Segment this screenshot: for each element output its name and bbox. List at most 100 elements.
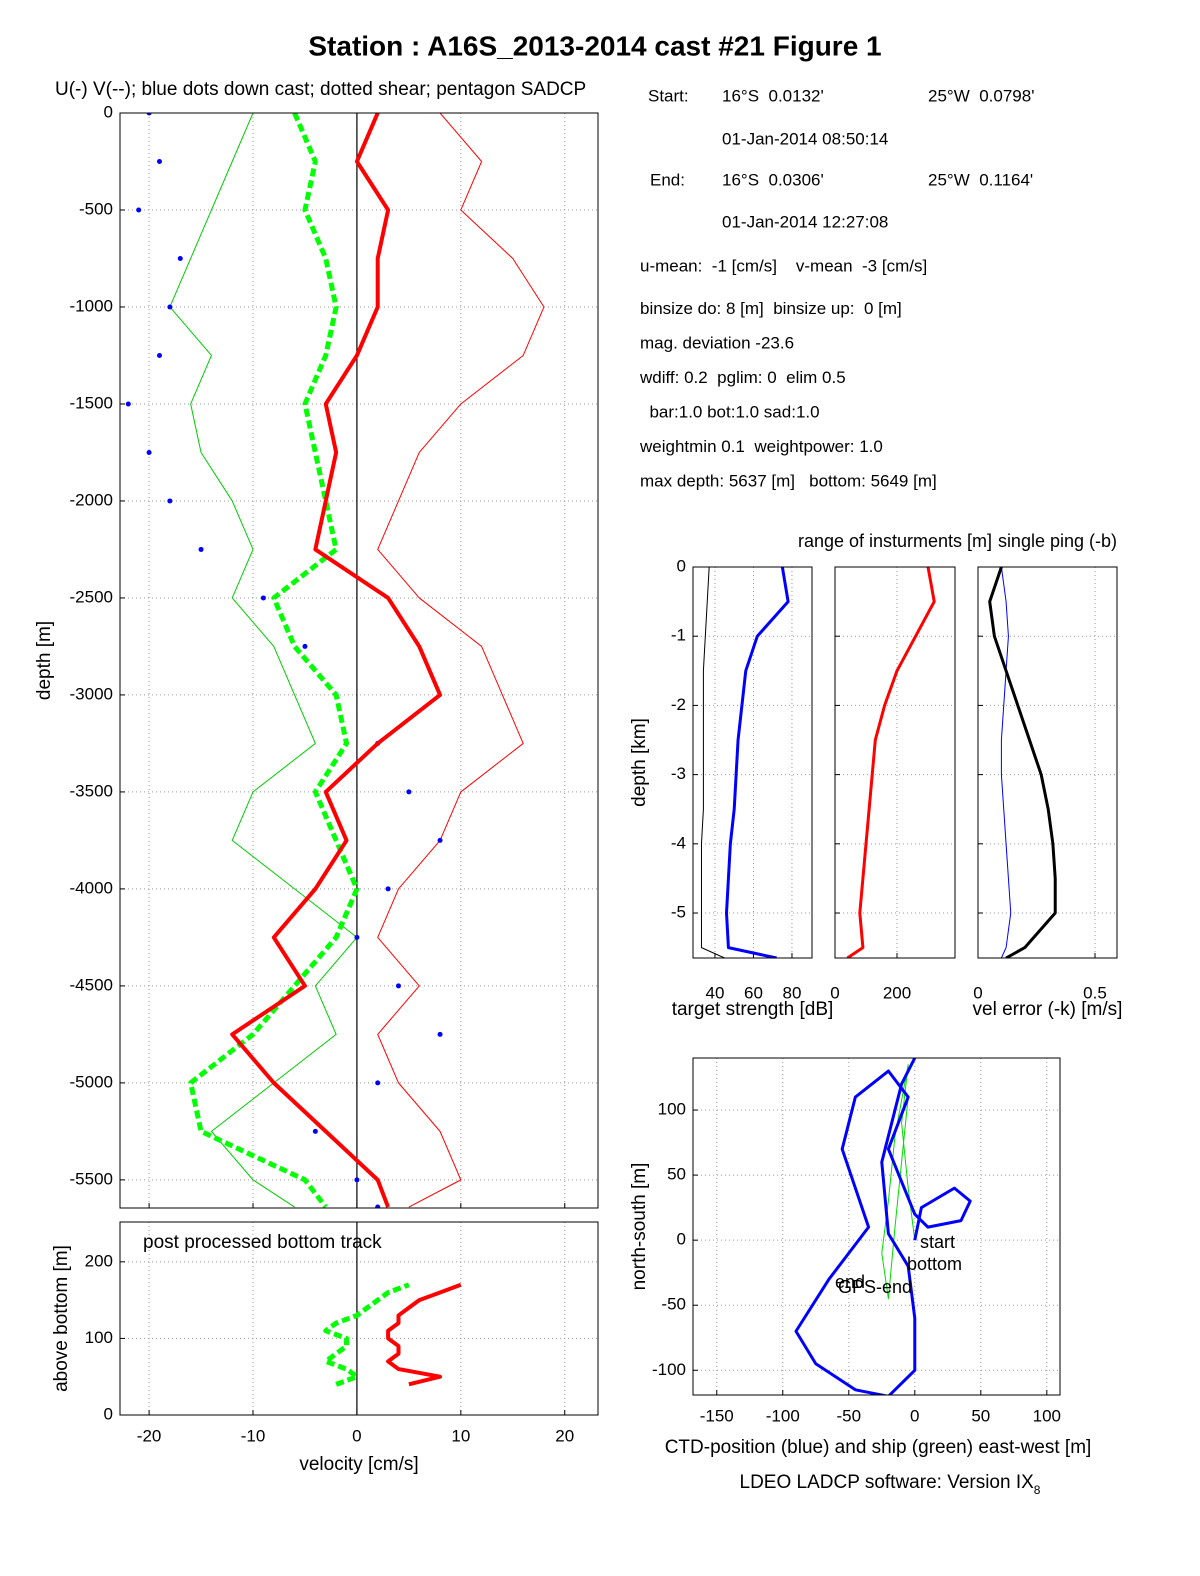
axes: 0 200 bbox=[830, 566, 955, 1002]
axes: 40 60 80 0 -1 -2 -3 -4 -5 bbox=[671, 556, 812, 1002]
plot-area bbox=[693, 1058, 1060, 1395]
y-tick-label: -5500 bbox=[70, 1169, 113, 1188]
x-tick-label: -100 bbox=[766, 1406, 800, 1425]
x-tick-label: 100 bbox=[1033, 1406, 1061, 1425]
plot-area bbox=[120, 1222, 598, 1415]
axes-frame bbox=[692, 566, 813, 959]
data-dot bbox=[125, 401, 131, 407]
info-text: 01-Jan-2014 12:27:08 bbox=[722, 212, 888, 231]
annotation: GPS-end bbox=[838, 1277, 912, 1297]
y-tick-label: 200 bbox=[85, 1251, 113, 1270]
footer-subscript: 8 bbox=[1034, 1483, 1041, 1497]
plot-area bbox=[835, 567, 955, 958]
info-text: 01-Jan-2014 08:50:14 bbox=[722, 129, 888, 148]
info-text: wdiff: 0.2 pglim: 0 elim 0.5 bbox=[639, 368, 846, 387]
data-dot bbox=[167, 304, 173, 310]
y-tick-label: -5000 bbox=[70, 1072, 113, 1091]
footer: LDEO LADCP software: Version IX8 bbox=[740, 1472, 1041, 1497]
data-dot bbox=[375, 1080, 381, 1086]
data-line bbox=[988, 567, 1057, 958]
axes: -150 -100 -50 0 50 100 -100 -50 0 50 100 bbox=[652, 1058, 1061, 1425]
x-tick-label: 0 bbox=[910, 1406, 919, 1425]
data-line bbox=[169, 113, 358, 1208]
y-tick-label: 0 bbox=[104, 102, 113, 121]
x-tick-label: -150 bbox=[700, 1406, 734, 1425]
data-dot bbox=[385, 886, 391, 892]
y-tick-label: -3000 bbox=[70, 684, 113, 703]
data-dot bbox=[177, 255, 183, 261]
data-line bbox=[794, 1058, 972, 1395]
series bbox=[846, 567, 936, 958]
data-line bbox=[188, 113, 360, 1208]
data-dot bbox=[302, 643, 308, 649]
y-tick-label: -1500 bbox=[70, 393, 113, 412]
data-line bbox=[377, 113, 545, 1208]
y-axis-label: depth [km] bbox=[629, 718, 650, 807]
data-dot bbox=[375, 1204, 381, 1208]
annotation: end bbox=[835, 1272, 865, 1292]
info-text: mag. deviation -23.6 bbox=[640, 333, 794, 352]
y-tick-label: 50 bbox=[667, 1165, 686, 1184]
x-tick-label: 200 bbox=[883, 983, 911, 1002]
series bbox=[988, 567, 1057, 958]
x-tick-label: -50 bbox=[836, 1406, 861, 1425]
axes-frame bbox=[834, 566, 956, 959]
data-line bbox=[1000, 567, 1012, 958]
data-line bbox=[725, 567, 790, 958]
y-tick-label: 0 bbox=[677, 556, 686, 575]
x-tick-label: 20 bbox=[555, 1426, 574, 1445]
x-axis-label: vel error (-k) [m/s] bbox=[973, 999, 1123, 1020]
info-text: End: bbox=[650, 170, 685, 189]
y-tick-label: 0 bbox=[104, 1404, 113, 1423]
y-tick-label: -2500 bbox=[70, 587, 113, 606]
y-tick-label: 100 bbox=[658, 1100, 686, 1119]
plot-area bbox=[693, 567, 812, 958]
y-tick-label: -1000 bbox=[70, 296, 113, 315]
x-tick-label: 0.5 bbox=[1083, 983, 1107, 1002]
info-text: Start: bbox=[648, 86, 689, 105]
data-dot bbox=[406, 789, 412, 795]
annotation: bottom bbox=[907, 1254, 962, 1274]
y-tick-label: 0 bbox=[677, 1230, 686, 1249]
subtitle: U(-) V(--); blue dots down cast; dotted … bbox=[55, 79, 586, 100]
data-line bbox=[846, 567, 936, 958]
info-text: bar:1.0 bot:1.0 sad:1.0 bbox=[640, 402, 820, 421]
x-axis-label: target strength [dB] bbox=[672, 999, 834, 1020]
annotation: start bbox=[920, 1232, 955, 1252]
info-text: u-mean: -1 [cm/s] v-mean -3 [cm/s] bbox=[640, 256, 927, 275]
axes: -20-10010200-500-1000-1500-2000-2500-300… bbox=[70, 102, 598, 1238]
info-text: 16°S 0.0306' bbox=[722, 170, 824, 189]
info-text: weightmin 0.1 weightpower: 1.0 bbox=[639, 437, 883, 456]
y-tick-label: -5 bbox=[671, 903, 686, 922]
data-dot bbox=[146, 113, 152, 116]
info-text: 16°S 0.0132' bbox=[722, 86, 824, 105]
annotation: post processed bottom track bbox=[143, 1232, 382, 1253]
x-tick-label: 0 bbox=[830, 983, 839, 1002]
data-dot bbox=[437, 1031, 443, 1037]
data-dot bbox=[146, 449, 152, 455]
x-tick-label: 0 bbox=[973, 983, 982, 1002]
data-dot bbox=[395, 983, 401, 989]
data-dot bbox=[156, 158, 162, 164]
axes-frame bbox=[119, 112, 599, 1209]
axes-frame bbox=[977, 566, 1118, 959]
y-axis-label: depth [m] bbox=[34, 621, 55, 700]
data-line bbox=[881, 1064, 916, 1300]
x-tick-label: 0 bbox=[352, 1426, 361, 1445]
x-tick-label: 50 bbox=[971, 1406, 990, 1425]
data-dot bbox=[260, 595, 266, 601]
data-dot bbox=[354, 934, 360, 940]
plot-area bbox=[978, 567, 1117, 958]
info-text: max depth: 5637 [m] bottom: 5649 [m] bbox=[640, 471, 937, 490]
y-tick-label: -4500 bbox=[70, 975, 113, 994]
plot-area bbox=[120, 113, 598, 1208]
x-tick-label: 40 bbox=[705, 983, 724, 1002]
axes-frame bbox=[692, 1057, 1061, 1396]
data-dot bbox=[198, 546, 204, 552]
x-tick-label: 10 bbox=[451, 1426, 470, 1445]
y-tick-label: -3500 bbox=[70, 781, 113, 800]
series bbox=[700, 567, 790, 958]
y-tick-label: -2 bbox=[671, 695, 686, 714]
